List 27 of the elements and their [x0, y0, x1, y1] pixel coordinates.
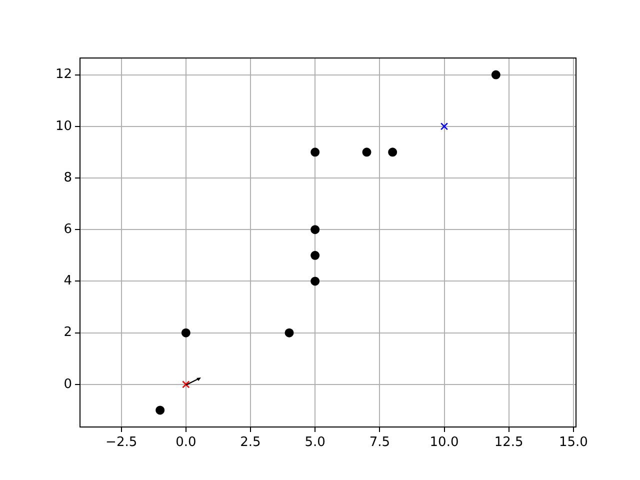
point	[362, 148, 372, 157]
point	[310, 276, 320, 286]
x-tick-label: −2.5	[106, 435, 138, 450]
y-tick-label: 12	[55, 67, 72, 82]
point	[310, 225, 320, 234]
x-tick-label: 2.5	[240, 435, 261, 450]
x-tick-label: 15.0	[558, 435, 588, 450]
point	[440, 122, 448, 130]
y-tick-label: 10	[55, 118, 72, 134]
point	[491, 70, 500, 80]
point	[182, 380, 190, 388]
x-tick-label: 0.0	[176, 435, 196, 450]
point	[310, 250, 320, 260]
y-tick-label: 4	[64, 274, 72, 289]
point	[388, 148, 398, 157]
point	[310, 148, 320, 157]
y-tick-label: 6	[64, 222, 72, 237]
point	[156, 406, 165, 415]
x-tick-label: 10.0	[430, 435, 459, 450]
point	[284, 328, 294, 338]
x-tick-label: 5.0	[304, 435, 326, 450]
point	[181, 328, 190, 338]
y-tick-label: 8	[64, 170, 72, 186]
x-tick-label: 7.5	[369, 435, 390, 450]
y-tick-label: 2	[64, 325, 72, 340]
x-tick-label: 12.5	[494, 435, 524, 450]
y-tick-label: 0	[64, 376, 72, 392]
